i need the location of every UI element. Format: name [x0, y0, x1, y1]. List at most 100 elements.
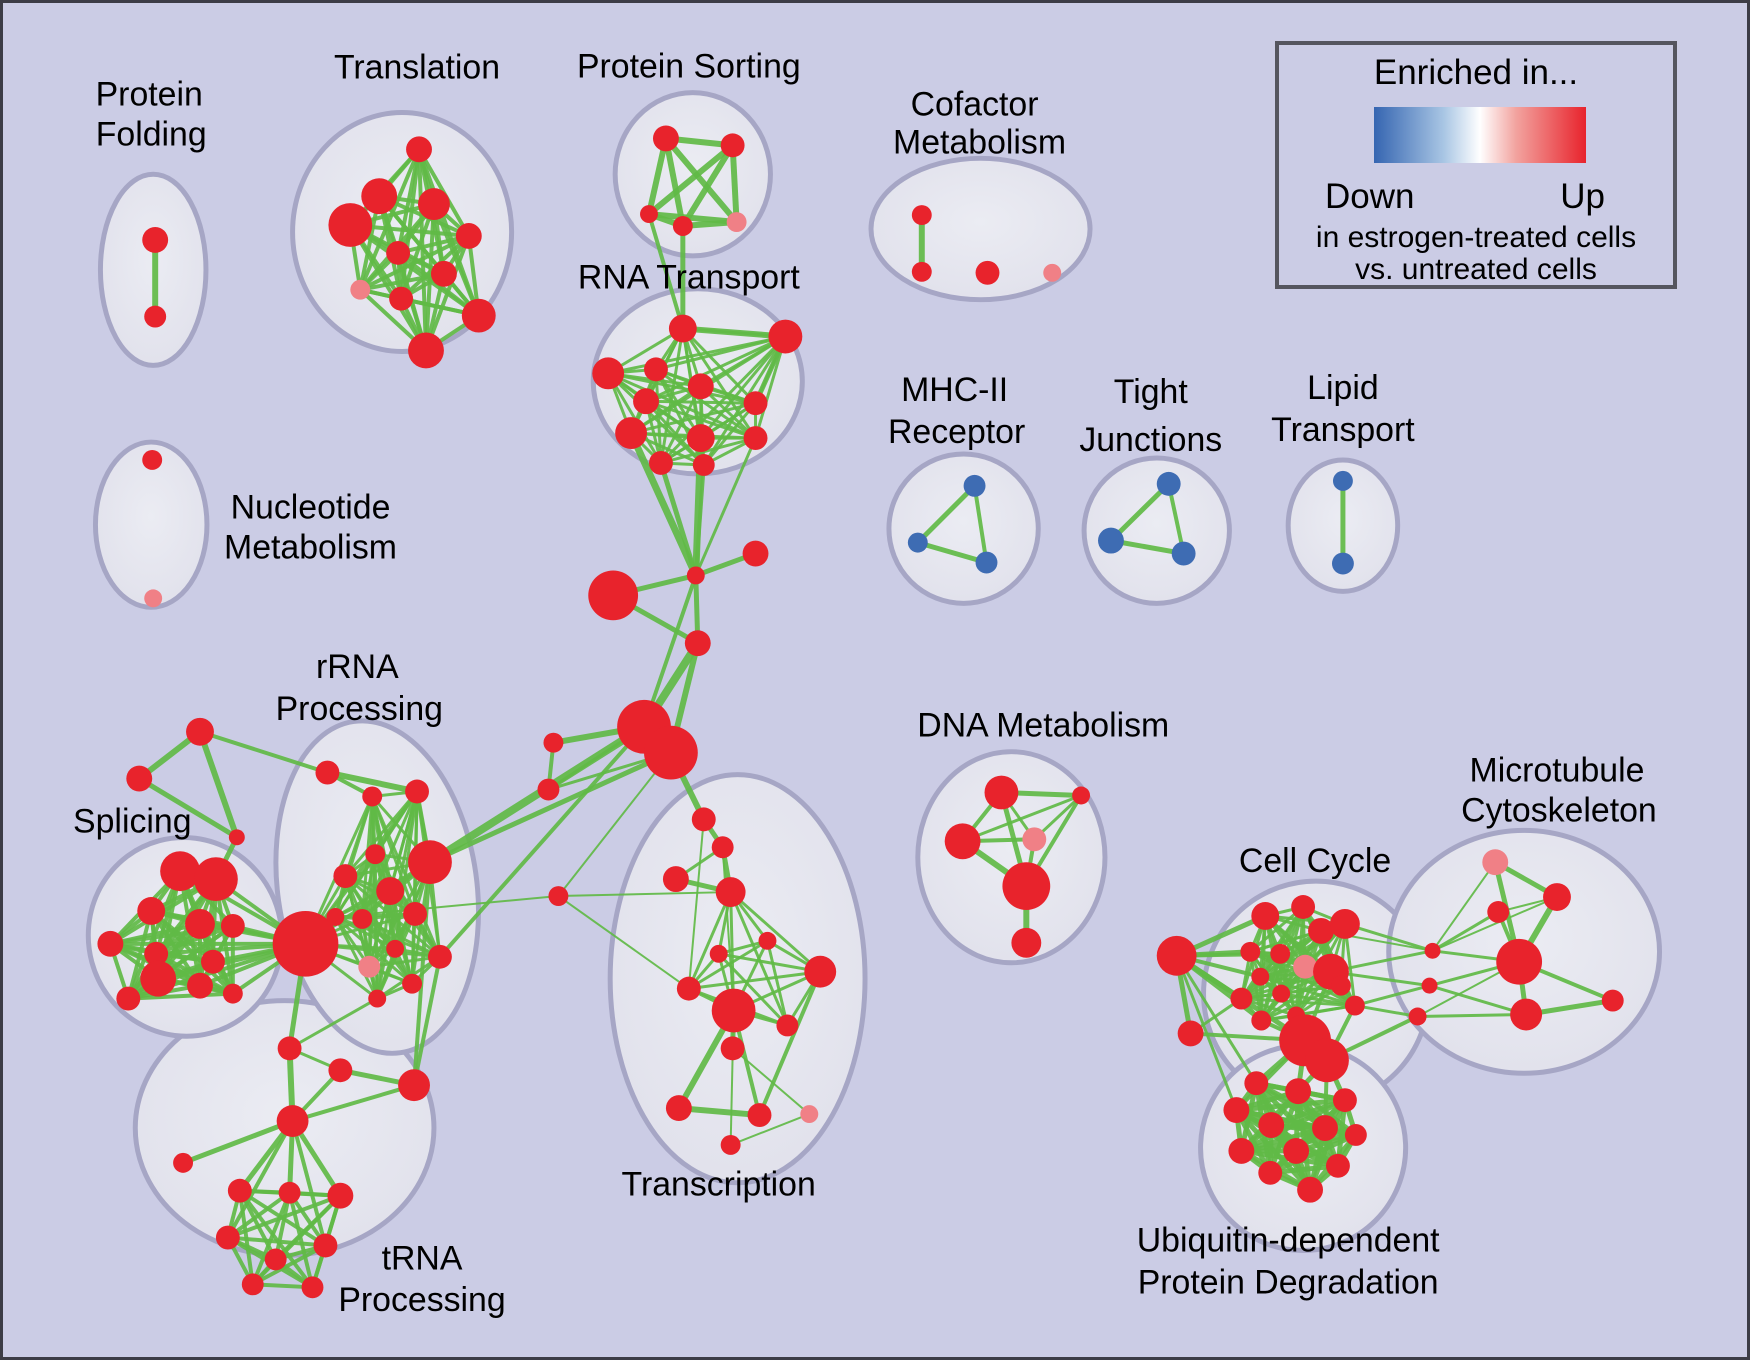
node-tc2	[711, 836, 734, 859]
node-cc6	[1270, 943, 1291, 964]
node-dn4	[1002, 862, 1051, 910]
edge	[335, 895, 559, 918]
edge	[290, 1120, 328, 1247]
edge	[678, 1105, 760, 1119]
cluster-label: MHC-II	[901, 371, 1008, 409]
edge	[226, 1191, 291, 1240]
node-mc3	[588, 570, 639, 621]
node-ps1	[652, 125, 679, 152]
cluster-label: Cytoskeleton	[1461, 791, 1657, 829]
node-ub11	[1258, 1160, 1283, 1185]
legend-caption-line1: in estrogen-treated cells	[1315, 221, 1637, 254]
node-nup	[144, 589, 163, 608]
node-rr10	[386, 939, 405, 958]
edge	[917, 540, 988, 565]
edge	[288, 997, 378, 1050]
edge	[1109, 482, 1171, 543]
edge	[607, 372, 705, 467]
edge	[757, 970, 823, 1116]
node-hub2	[644, 725, 698, 780]
node-ub1	[1244, 1071, 1269, 1096]
legend-gradient-bar	[1374, 107, 1586, 163]
legend-box: Enriched in... Down Up in estrogen-treat…	[1275, 41, 1677, 289]
edge	[731, 1047, 810, 1115]
node-dnp	[1022, 827, 1047, 852]
node-tr9	[389, 286, 414, 311]
legend-title: Enriched in...	[1373, 53, 1579, 92]
node-rt2	[592, 357, 625, 390]
node-mh2	[907, 532, 928, 553]
edge	[729, 145, 740, 223]
node-ub4	[1223, 1097, 1250, 1124]
edge	[199, 729, 329, 775]
edge	[1260, 984, 1342, 1022]
node-dn3	[944, 823, 981, 860]
node-ccb2	[1305, 1038, 1349, 1083]
node-txm	[548, 886, 569, 906]
edge	[428, 750, 672, 865]
edge	[250, 1191, 292, 1286]
edge	[227, 1193, 342, 1240]
node-tn1	[227, 1178, 252, 1203]
node-tn2	[278, 1181, 301, 1204]
cluster-label: DNA Metabolism	[917, 707, 1169, 745]
cluster-label: Splicing	[73, 802, 191, 840]
node-cc14	[1344, 995, 1365, 1016]
node-mc2	[742, 540, 769, 567]
node-bh	[272, 910, 339, 977]
node-rr8	[403, 902, 427, 926]
node-tr4	[328, 203, 373, 247]
node-tr6	[386, 240, 411, 265]
node-tr7	[430, 260, 457, 287]
node-rt8	[686, 424, 715, 453]
cluster-label: Transcription	[622, 1166, 816, 1204]
edge	[1175, 954, 1258, 1085]
node-pf1	[142, 227, 169, 253]
edge	[334, 916, 379, 1000]
node-rt6	[743, 391, 768, 416]
cluster-label: Tight	[1114, 373, 1189, 411]
node-ub2	[1285, 1078, 1312, 1105]
cluster-label: Protein Sorting	[577, 48, 801, 86]
node-tc4	[715, 877, 746, 907]
node-sp5	[220, 913, 245, 938]
edge	[687, 891, 733, 990]
node-cc5	[1240, 941, 1261, 962]
edge	[1241, 997, 1355, 1008]
node-ccp	[1293, 954, 1318, 979]
edge	[432, 203, 481, 317]
edge	[287, 1192, 315, 1288]
edge	[916, 484, 977, 545]
node-mt2	[1487, 901, 1510, 923]
edge	[226, 1120, 295, 1239]
edge	[427, 723, 647, 866]
node-rr5	[333, 864, 358, 889]
edge	[766, 940, 789, 1026]
legend-up-label: Up	[1560, 177, 1605, 216]
edge	[627, 431, 699, 577]
node-mc1	[686, 566, 705, 585]
node-ub9	[1283, 1137, 1310, 1164]
node-tc14	[720, 1134, 741, 1155]
node-dn2	[1072, 786, 1091, 805]
edge	[1431, 910, 1499, 953]
node-tc7	[804, 955, 837, 988]
node-tg3	[228, 829, 245, 846]
node-cc1	[1251, 902, 1280, 930]
node-cc3	[1308, 917, 1334, 944]
edge	[688, 970, 821, 991]
node-ub8	[1228, 1137, 1255, 1164]
edge	[1354, 1004, 1418, 1018]
node-rt11	[692, 454, 715, 476]
edge	[645, 399, 757, 440]
cluster-label: Metabolism	[893, 123, 1066, 161]
node-cn2	[1421, 977, 1438, 994]
edge	[438, 725, 646, 959]
edge	[292, 1083, 415, 1123]
edge	[182, 1118, 294, 1166]
edge	[663, 136, 739, 224]
node-rt3	[644, 357, 668, 382]
edge	[155, 924, 234, 956]
edge	[962, 794, 1082, 843]
edge	[1429, 984, 1527, 1016]
